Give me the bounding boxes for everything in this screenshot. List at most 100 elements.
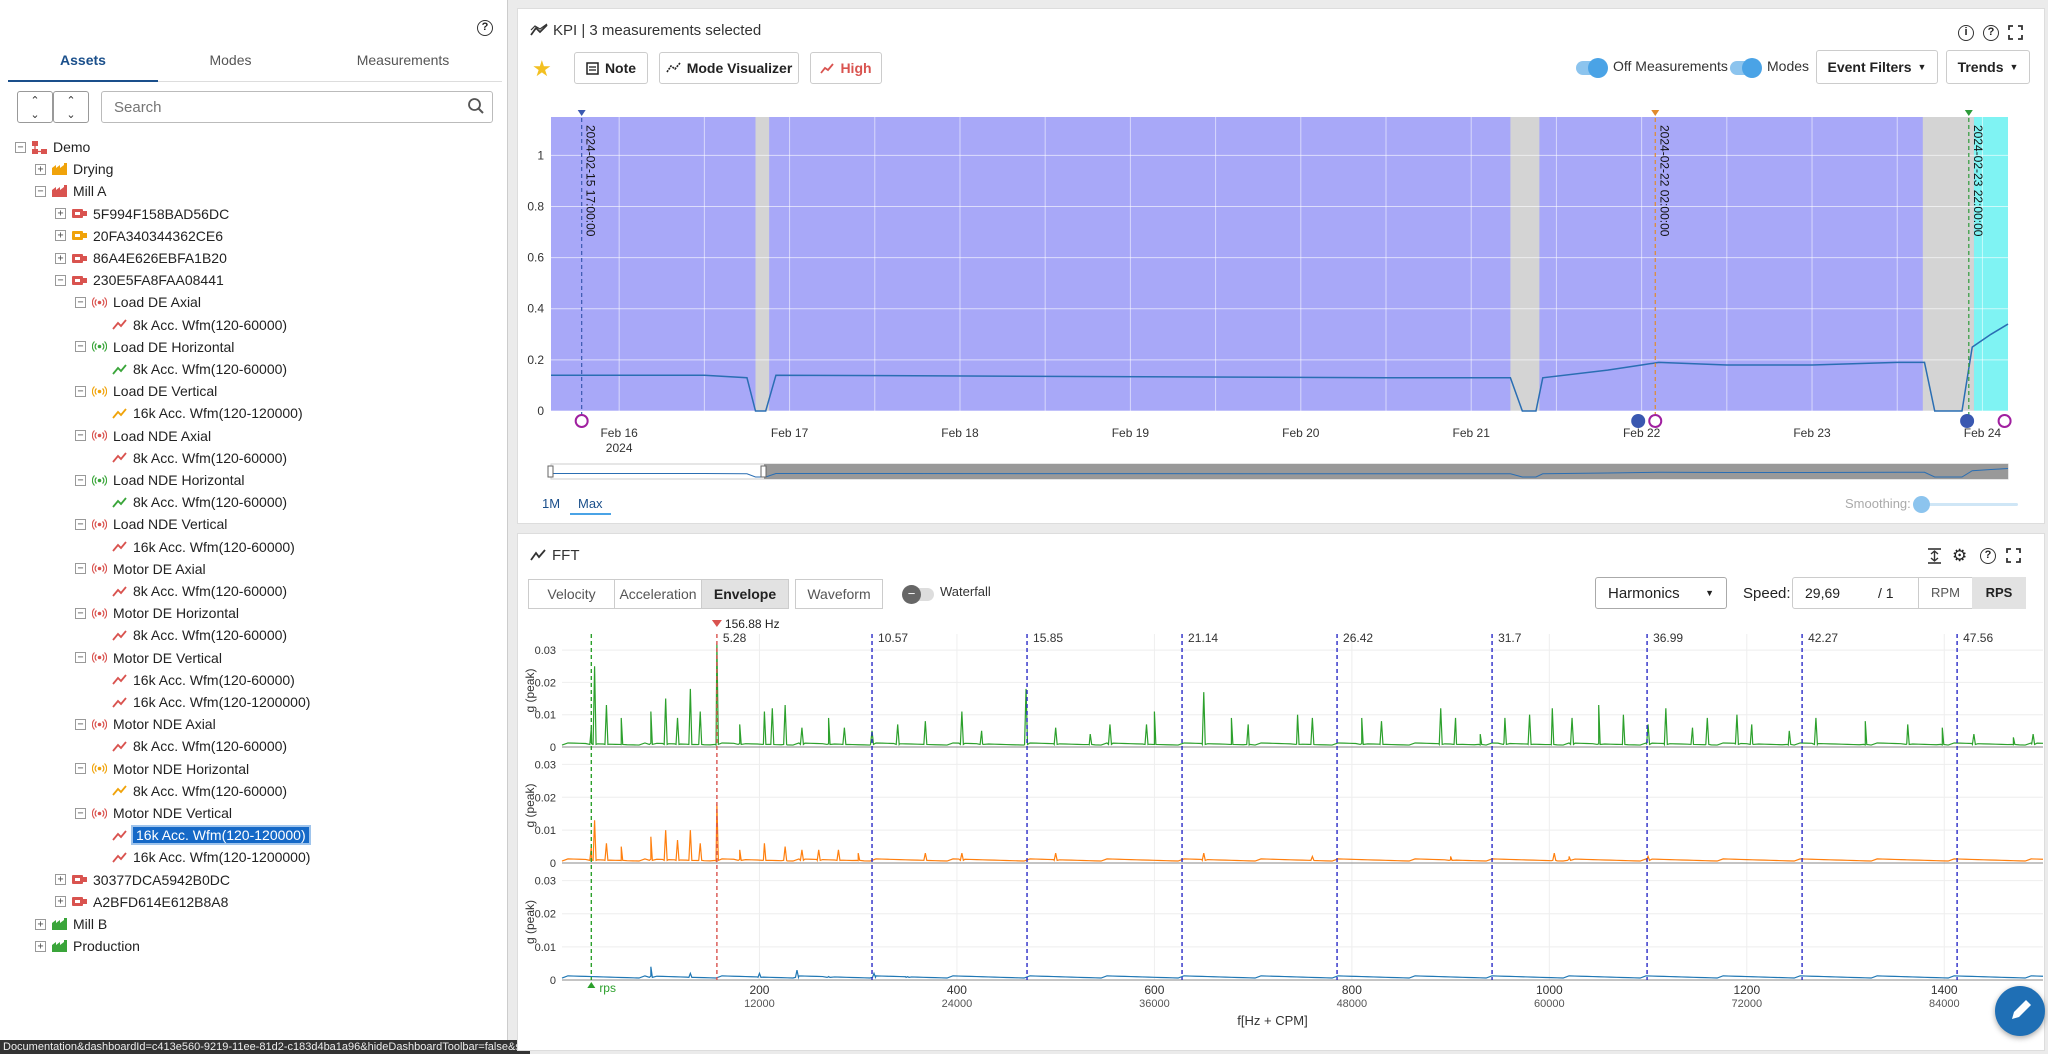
expand-icon[interactable]: +	[35, 918, 46, 930]
range-button-1m[interactable]: 1M	[542, 496, 561, 511]
edit-fab-button[interactable]	[1995, 986, 2045, 1036]
tab-waveform[interactable]: Waveform	[795, 579, 883, 609]
collapse-all-button[interactable]: ⌃ ⌄	[17, 91, 53, 123]
tab-envelope[interactable]: Envelope	[701, 579, 789, 609]
collapse-icon[interactable]: −	[75, 474, 86, 486]
collapse-icon[interactable]: −	[75, 385, 86, 397]
collapse-icon[interactable]: −	[75, 763, 86, 775]
expand-icon[interactable]: +	[55, 252, 66, 264]
help-icon[interactable]: ?	[477, 20, 493, 36]
tree-node[interactable]: 16k Acc. Wfm(120-1200000)	[95, 846, 310, 868]
expand-icon[interactable]: +	[35, 940, 46, 952]
search-icon[interactable]	[467, 97, 485, 115]
speed-ratio[interactable]: / 1	[1878, 585, 1894, 601]
tree-node[interactable]: 16k Acc. Wfm(120-120000)	[95, 402, 303, 424]
collapse-icon[interactable]: −	[75, 341, 86, 353]
tree-node[interactable]: 16k Acc. Wfm(120-120000)	[95, 824, 311, 846]
tree-node[interactable]: 8k Acc. Wfm(120-60000)	[95, 580, 287, 602]
tree-node[interactable]: − Motor DE Horizontal	[75, 602, 239, 624]
collapse-icon[interactable]: −	[75, 652, 86, 664]
tab-modes[interactable]: Modes	[209, 52, 252, 68]
collapse-icon[interactable]: −	[75, 718, 86, 730]
speed-input[interactable]: 29,69	[1805, 585, 1841, 601]
tree-node[interactable]: − Mill A	[35, 180, 106, 202]
info-icon[interactable]: i	[1958, 25, 1974, 41]
waterfall-toggle[interactable]: −	[902, 585, 934, 604]
tree-node[interactable]: 8k Acc. Wfm(120-60000)	[95, 447, 287, 469]
rps-button[interactable]: RPS	[1972, 577, 2026, 609]
range-button-max[interactable]: Max	[570, 496, 611, 515]
expand-icon[interactable]: +	[55, 208, 66, 220]
tree-node[interactable]: 8k Acc. Wfm(120-60000)	[95, 780, 287, 802]
tree-node[interactable]: − Load DE Horizontal	[75, 336, 234, 358]
help-icon[interactable]: ?	[1980, 548, 1996, 564]
tree-node[interactable]: 8k Acc. Wfm(120-60000)	[95, 358, 287, 380]
tree-node[interactable]: 8k Acc. Wfm(120-60000)	[95, 314, 287, 336]
tree-node[interactable]: − Load NDE Horizontal	[75, 469, 245, 491]
fullscreen-icon[interactable]	[2006, 548, 2021, 563]
event-filters-dropdown[interactable]: Event Filters ▼	[1816, 50, 1938, 84]
modes-toggle[interactable]	[1730, 58, 1762, 78]
tab-assets[interactable]: Assets	[60, 52, 106, 68]
rpm-button[interactable]: RPM	[1918, 577, 1972, 609]
tab-measurements[interactable]: Measurements	[356, 52, 450, 68]
mode-visualizer-button[interactable]: Mode Visualizer	[659, 52, 799, 84]
note-button[interactable]: Note	[574, 52, 648, 84]
off-measurements-toggle[interactable]	[1576, 58, 1608, 78]
collapse-icon[interactable]: −	[75, 518, 86, 530]
tree-node[interactable]: + Drying	[35, 158, 113, 180]
expand-icon[interactable]: +	[35, 163, 46, 175]
tree-node[interactable]: − 230E5FA8FAA08441	[55, 269, 224, 291]
tree-node[interactable]: − Load DE Axial	[75, 291, 201, 313]
fft-chart[interactable]: 0 0.01 0.02 0.03 g (peak) 0 0.01 0.02 0.03 g (pea…	[518, 534, 2046, 1052]
tree-node[interactable]: − Motor NDE Axial	[75, 713, 216, 735]
collapse-icon[interactable]: −	[75, 563, 86, 575]
tree-node[interactable]: + Mill B	[35, 913, 107, 935]
tree-node[interactable]: 8k Acc. Wfm(120-60000)	[95, 735, 287, 757]
export-icon[interactable]	[1927, 548, 1942, 564]
tree-node[interactable]: − Motor DE Vertical	[75, 647, 222, 669]
help-icon[interactable]: ?	[1983, 25, 1999, 41]
kpi-chart[interactable]: 0 0.2 0.4 0.6 0.8 1 Feb 16 Feb 17 Feb 18 Feb 19 Fe…	[518, 9, 2046, 525]
expand-icon[interactable]: +	[55, 896, 66, 908]
trends-dropdown[interactable]: Trends ▼	[1946, 50, 2030, 84]
expand-icon[interactable]: +	[55, 230, 66, 242]
collapse-icon[interactable]: −	[75, 807, 86, 819]
tree-node[interactable]: − Demo	[15, 136, 90, 158]
tree-node[interactable]: − Load NDE Vertical	[75, 513, 227, 535]
tree-node[interactable]: +5F994F158BAD56DC	[55, 203, 229, 225]
tree-node[interactable]: − Motor NDE Horizontal	[75, 758, 249, 780]
collapse-icon[interactable]: −	[55, 274, 66, 286]
tab-acceleration[interactable]: Acceleration	[614, 579, 702, 609]
tab-velocity[interactable]: Velocity	[528, 579, 615, 609]
tree-node[interactable]: − Load DE Vertical	[75, 380, 217, 402]
collapse-icon[interactable]: −	[75, 296, 86, 308]
high-alarm-button[interactable]: High	[810, 52, 882, 84]
tree-node[interactable]: +30377DCA5942B0DC	[55, 869, 230, 891]
harmonics-select[interactable]: Harmonics ▼	[1595, 577, 1727, 609]
collapse-icon[interactable]: −	[75, 607, 86, 619]
tree-node[interactable]: − Motor DE Axial	[75, 558, 206, 580]
search-input[interactable]	[101, 91, 493, 123]
smoothing-slider-handle[interactable]	[1913, 496, 1930, 513]
expand-icon[interactable]: +	[55, 874, 66, 886]
tree-node[interactable]: +20FA340344362CE6	[55, 225, 223, 247]
fullscreen-icon[interactable]	[2008, 25, 2023, 40]
tree-node[interactable]: 8k Acc. Wfm(120-60000)	[95, 624, 287, 646]
tree-node[interactable]: 16k Acc. Wfm(120-1200000)	[95, 691, 310, 713]
tree-node[interactable]: + A2BFD614E612B8A8	[55, 891, 228, 913]
tree-node[interactable]: + Production	[35, 935, 140, 957]
favorite-star-icon[interactable]: ★	[532, 56, 552, 81]
tree-node[interactable]: 8k Acc. Wfm(120-60000)	[95, 491, 287, 513]
tree-node[interactable]: +86A4E626EBFA1B20	[55, 247, 227, 269]
tree-node[interactable]: − Load NDE Axial	[75, 425, 211, 447]
collapse-icon[interactable]: −	[15, 141, 26, 153]
tree-node[interactable]: − Motor NDE Vertical	[75, 802, 232, 824]
collapse-icon[interactable]: −	[75, 430, 86, 442]
expand-all-button[interactable]: ⌃ ⌄	[53, 91, 89, 123]
tree-node[interactable]: 16k Acc. Wfm(120-60000)	[95, 536, 295, 558]
smoothing-slider-track[interactable]	[1918, 503, 2018, 506]
collapse-icon[interactable]: −	[35, 185, 46, 197]
tree-node[interactable]: 16k Acc. Wfm(120-60000)	[95, 669, 295, 691]
settings-gear-icon[interactable]: ⚙	[1952, 546, 1968, 565]
